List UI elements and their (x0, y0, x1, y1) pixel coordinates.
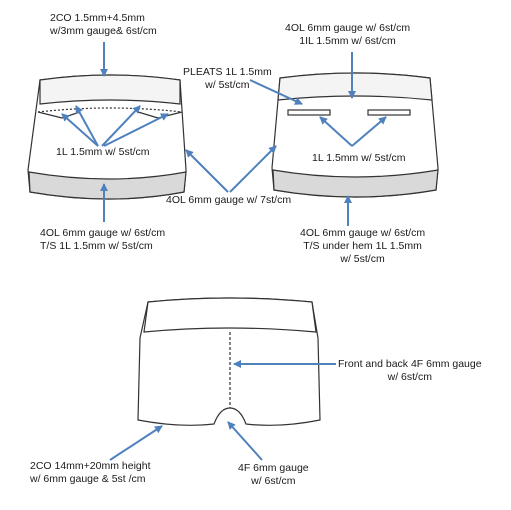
arrow-crotch (227, 421, 263, 461)
label-crotch-4f: 4F 6mm gauge w/ 6st/cm (238, 462, 309, 487)
label-center-seam: Front and back 4F 6mm gauge w/ 6st/cm (338, 358, 482, 383)
back-pleat-left (287, 109, 331, 116)
arrow-pleats (249, 79, 303, 105)
back-skirt-sketch (271, 72, 439, 198)
arrow-center-right (229, 145, 277, 193)
label-pleats: PLEATS 1L 1.5mm w/ 5st/cm (183, 66, 272, 91)
arrow-back-1l-b (351, 116, 387, 147)
label-front-waistband: 2CO 1.5mm+4.5mm w/3mm gauge& 6st/cm (50, 12, 157, 37)
arrow-front-1l-b (75, 105, 99, 147)
front-yoke-line (37, 107, 183, 113)
annotation-arrows (61, 42, 387, 461)
shorts-waistband (143, 297, 317, 333)
label-front-hem: 4OL 6mm gauge w/ 6st/cm T/S 1L 1.5mm w/ … (40, 227, 166, 252)
arrow-back-1l-a (319, 116, 353, 147)
label-back-hem: 4OL 6mm gauge w/ 6st/cm T/S under hem 1L… (300, 227, 426, 265)
front-waistband (39, 74, 181, 105)
arrow-front-1l-c (101, 105, 141, 147)
back-waistband (277, 72, 433, 101)
label-center-4ol: 4OL 6mm gauge w/ 7st/cm (166, 194, 292, 206)
label-back-1l: 1L 1.5mm w/ 5st/cm (312, 152, 406, 164)
label-back-waistband: 4OL 6mm gauge w/ 6st/cm 1IL 1.5mm w/ 6st… (285, 22, 411, 47)
back-pleat-right (367, 109, 411, 116)
front-skirt-sketch (27, 74, 187, 200)
shorts-sketch (137, 297, 321, 426)
back-hem-band (272, 169, 439, 198)
arrow-front-1l-d (103, 113, 169, 147)
arrow-front-1l-a (61, 113, 99, 147)
arrow-bottom-waistband (109, 425, 163, 461)
arrow-center-left (185, 149, 229, 193)
label-front-1l: 1L 1.5mm w/ 5st/cm (56, 146, 150, 158)
label-bottom-waistband: 2CO 14mm+20mm height w/ 6mm gauge & 5st … (30, 460, 151, 485)
